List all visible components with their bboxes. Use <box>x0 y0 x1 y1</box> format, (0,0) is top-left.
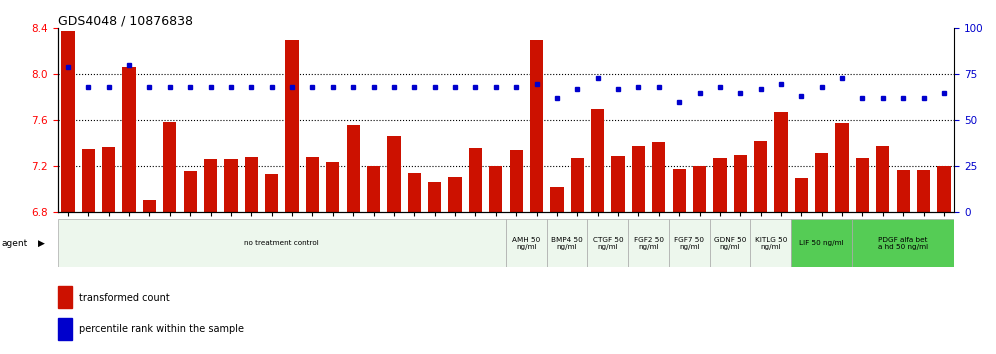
Bar <box>631 146 645 212</box>
Bar <box>306 157 319 212</box>
Bar <box>428 183 441 212</box>
Bar <box>448 177 462 212</box>
Bar <box>510 150 523 212</box>
Text: GDNF 50
ng/ml: GDNF 50 ng/ml <box>714 237 746 250</box>
Bar <box>506 219 547 267</box>
Bar <box>142 200 156 212</box>
Bar <box>734 155 747 212</box>
Bar <box>347 125 360 212</box>
Bar <box>591 109 605 212</box>
Text: transformed count: transformed count <box>79 292 169 303</box>
Bar <box>62 30 75 212</box>
Text: LIF 50 ng/ml: LIF 50 ng/ml <box>800 240 844 246</box>
Bar <box>754 141 767 212</box>
Bar <box>750 219 791 267</box>
Bar <box>286 40 299 212</box>
Bar <box>489 166 502 212</box>
Bar <box>163 121 176 212</box>
Bar <box>853 219 954 267</box>
Bar <box>669 219 710 267</box>
Bar <box>672 169 686 212</box>
Text: CTGF 50
ng/ml: CTGF 50 ng/ml <box>593 237 623 250</box>
Bar <box>387 137 400 212</box>
Bar <box>693 166 706 212</box>
Text: BMP4 50
ng/ml: BMP4 50 ng/ml <box>551 237 583 250</box>
Bar <box>326 162 340 212</box>
Bar <box>791 219 853 267</box>
Bar <box>628 219 669 267</box>
Text: FGF7 50
ng/ml: FGF7 50 ng/ml <box>674 237 704 250</box>
Text: FGF2 50
ng/ml: FGF2 50 ng/ml <box>633 237 663 250</box>
Bar <box>547 219 588 267</box>
Text: KITLG 50
ng/ml: KITLG 50 ng/ml <box>755 237 787 250</box>
Bar <box>917 170 930 212</box>
Bar <box>58 219 506 267</box>
Text: PDGF alfa bet
a hd 50 ng/ml: PDGF alfa bet a hd 50 ng/ml <box>878 237 928 250</box>
Bar <box>245 157 258 212</box>
Bar <box>836 123 849 212</box>
Bar <box>407 173 421 212</box>
Text: agent: agent <box>2 239 28 248</box>
Bar <box>876 146 889 212</box>
Bar <box>612 156 624 212</box>
Bar <box>123 67 135 212</box>
Bar <box>937 166 950 212</box>
Bar <box>588 219 628 267</box>
Bar <box>58 318 72 340</box>
Bar <box>204 160 217 212</box>
Bar <box>469 148 482 212</box>
Bar <box>795 178 808 212</box>
Bar <box>102 147 116 212</box>
Bar <box>82 149 95 212</box>
Bar <box>367 166 380 212</box>
Text: GDS4048 / 10876838: GDS4048 / 10876838 <box>58 14 193 27</box>
Bar <box>550 187 564 212</box>
Bar <box>652 142 665 212</box>
Bar <box>224 160 238 212</box>
Text: ▶: ▶ <box>38 239 45 248</box>
Bar <box>58 286 72 308</box>
Bar <box>815 153 829 212</box>
Bar <box>571 158 584 212</box>
Bar <box>896 170 910 212</box>
Bar <box>530 40 543 212</box>
Text: no treatment control: no treatment control <box>244 240 320 246</box>
Bar <box>856 158 870 212</box>
Bar <box>710 219 750 267</box>
Bar <box>265 175 278 212</box>
Bar <box>183 171 197 212</box>
Bar <box>774 112 788 212</box>
Bar <box>713 158 726 212</box>
Text: percentile rank within the sample: percentile rank within the sample <box>79 324 244 335</box>
Text: AMH 50
ng/ml: AMH 50 ng/ml <box>512 237 541 250</box>
